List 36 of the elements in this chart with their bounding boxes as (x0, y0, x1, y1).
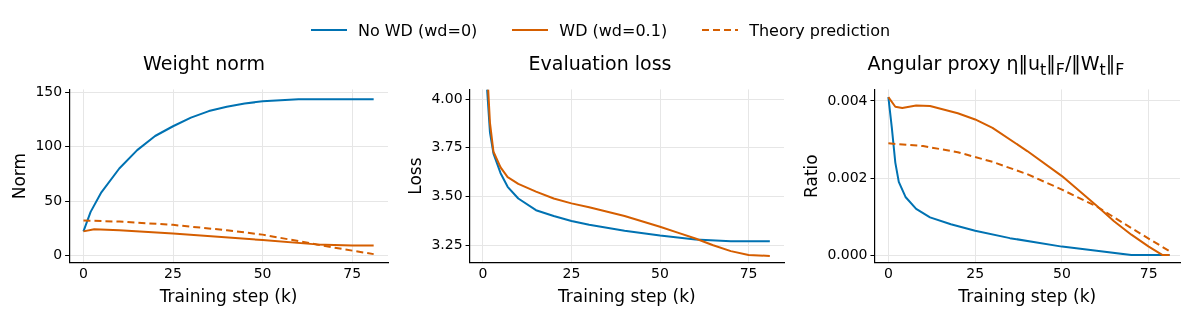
x-tick-label: 75 (1139, 264, 1158, 281)
y-tick-label: 3.50 (431, 187, 463, 204)
x-tick-label: 50 (1053, 264, 1071, 281)
legend-label: WD (wd=0.1) (559, 20, 668, 40)
x-tick-label: 25 (966, 264, 985, 281)
y-tick-label: 3.75 (431, 138, 463, 155)
y-tick-label: 4.00 (431, 89, 463, 106)
y-tick-label: 150 (35, 83, 63, 100)
chart-title: Evaluation loss (527, 52, 673, 76)
y-tick-label: 0.004 (827, 91, 868, 108)
y-axis-title: Norm (8, 152, 29, 200)
chart-title: Weight norm (142, 52, 266, 76)
y-tick-label: 0 (53, 245, 63, 262)
x-tick-label: 0 (78, 264, 88, 281)
x-tick-label: 75 (343, 264, 362, 281)
x-axis-title: Training step (k) (957, 286, 1097, 307)
y-tick-label: 0.000 (827, 245, 868, 262)
legend-label: Theory prediction (749, 20, 891, 40)
chart-title: Angular proxy η‖u$_{t}$‖$_{F}$/‖W$_{t}$‖$_{F}$ (866, 52, 1126, 79)
x-tick-label: 0 (883, 264, 893, 281)
x-tick-label: 25 (562, 264, 581, 281)
x-tick-label: 50 (253, 264, 272, 281)
y-tick-label: 50 (44, 191, 63, 208)
x-axis-title: Training step (k) (158, 286, 298, 307)
x-tick-label: 50 (651, 264, 669, 281)
x-axis-title: Training step (k) (556, 286, 696, 307)
y-tick-label: 100 (35, 137, 63, 154)
x-tick-label: 25 (164, 264, 182, 281)
y-tick-label: 0.002 (827, 168, 868, 185)
y-tick-label: 3.25 (431, 235, 463, 252)
y-axis-title: Loss (404, 157, 425, 195)
line-series (82, 219, 375, 256)
x-tick-label: 75 (739, 264, 758, 281)
legend-label: No WD (wd=0) (357, 20, 478, 40)
y-axis-title: Ratio (800, 154, 821, 198)
x-tick-label: 0 (478, 264, 488, 281)
